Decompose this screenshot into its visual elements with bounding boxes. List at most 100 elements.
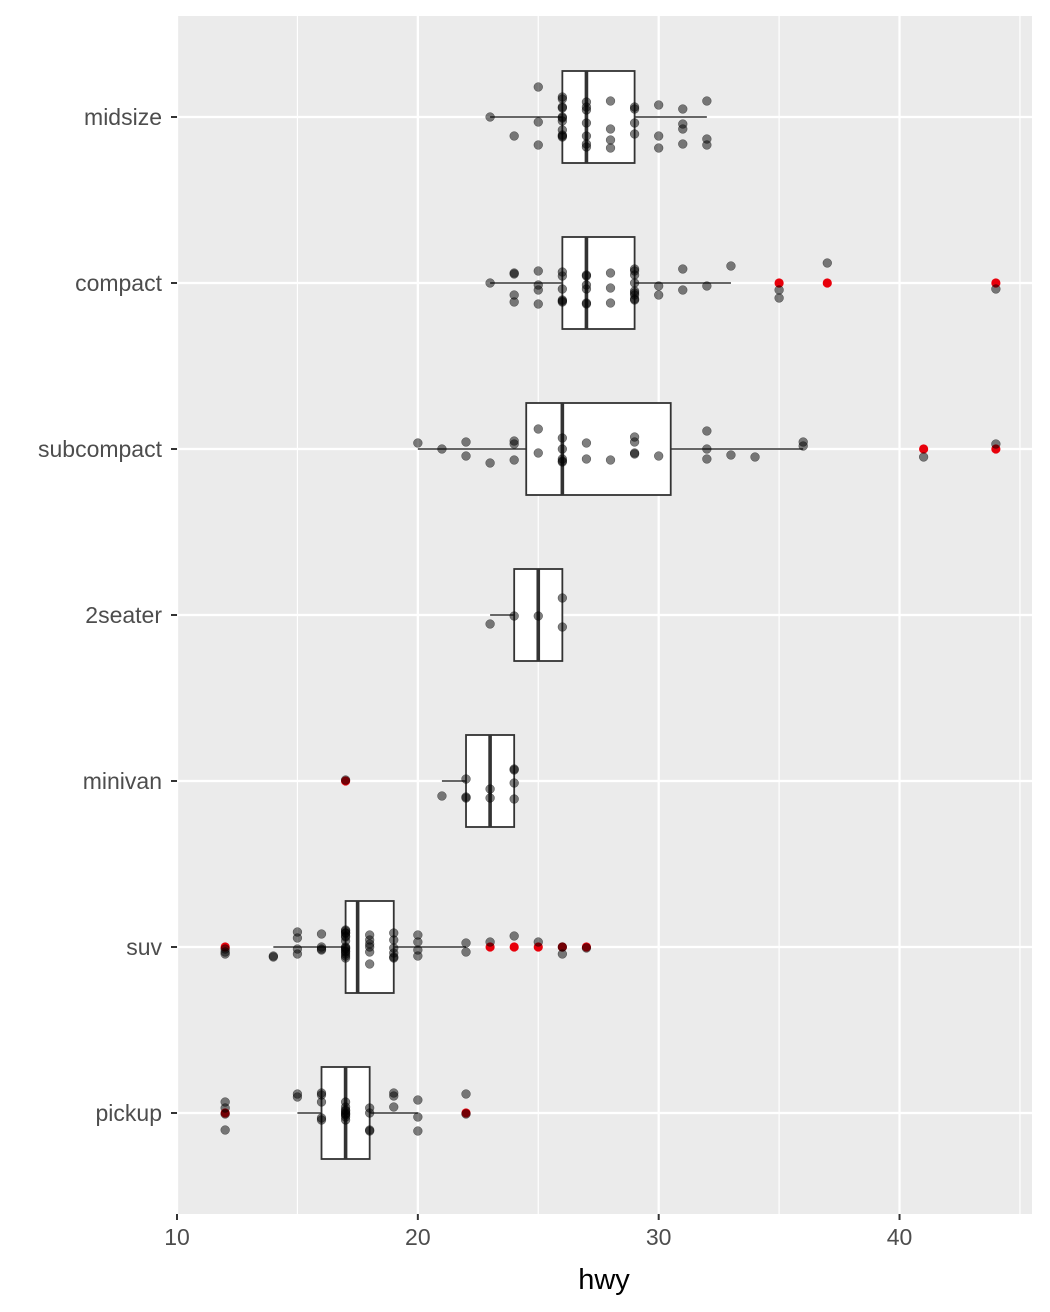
jitter-point: [533, 266, 543, 276]
jitter-point: [509, 764, 519, 774]
jitter-point: [365, 942, 375, 952]
jitter-point: [533, 937, 543, 947]
jitter-point: [413, 1126, 423, 1136]
jitter-point: [292, 1089, 303, 1099]
outlier-point: [774, 278, 784, 288]
jitter-point: [485, 793, 495, 803]
jitter-point: [533, 299, 543, 309]
jitter-point: [629, 432, 640, 442]
axes-layer: midsize compact subcompact 2seater minivan su…: [38, 104, 912, 1250]
jitter-point: [557, 132, 568, 142]
jitter-point: [629, 448, 640, 458]
jitter-point: [678, 124, 688, 134]
jitter-point: [822, 258, 832, 268]
jitter-point: [605, 268, 616, 278]
jitter-point: [557, 622, 568, 632]
jitter-point: [413, 438, 423, 448]
jitter-point: [292, 933, 303, 943]
jitter-point: [461, 792, 471, 802]
jitter-point: [533, 140, 543, 150]
jitter-point: [485, 278, 495, 288]
jitter-point: [557, 444, 568, 454]
jitter-point: [605, 96, 616, 106]
jitter-point: [557, 433, 568, 443]
jitter-point: [461, 947, 471, 957]
jitter-point: [509, 268, 519, 278]
jitter-point: [581, 105, 592, 115]
jitter-point: [316, 1113, 327, 1123]
jitter-point: [654, 100, 664, 110]
jitter-point: [991, 284, 1001, 294]
jitter-point: [774, 285, 784, 295]
jitter-point: [581, 118, 592, 128]
jitter-point: [654, 143, 664, 153]
jitter-point: [557, 103, 568, 113]
jitter-point: [605, 455, 616, 465]
jitter-point: [678, 139, 688, 149]
jitter-point: [340, 1105, 351, 1115]
jitter-point: [581, 131, 592, 141]
jitter-point: [509, 778, 519, 788]
jitter-point: [798, 437, 808, 447]
jitter-point: [557, 297, 568, 307]
jitter-point: [678, 104, 688, 114]
jitter-point: [581, 454, 592, 464]
jitter-point: [678, 264, 688, 274]
jitter-point: [509, 794, 519, 804]
x-tick-label: 20: [405, 1224, 431, 1250]
jitter-point: [726, 261, 736, 271]
jitter-point: [605, 124, 616, 134]
x-tick-label: 10: [164, 1224, 190, 1250]
jitter-point: [316, 1088, 327, 1098]
jitter-point: [461, 1109, 471, 1119]
jitter-point: [389, 1102, 399, 1112]
jitter-point: [461, 1089, 471, 1099]
jitter-point: [605, 135, 616, 145]
jitter-point: [702, 454, 712, 464]
jitter-point: [509, 297, 519, 307]
jitter-point: [461, 774, 471, 784]
jitter-point: [702, 96, 712, 106]
y-tick-label: subcompact: [38, 436, 163, 462]
outlier-point: [509, 942, 519, 952]
box-minivan: [340, 734, 516, 828]
jitter-point: [702, 444, 712, 454]
jitter-point: [461, 437, 471, 447]
jitter-point: [509, 611, 519, 621]
jitter-point: [557, 267, 568, 277]
jitter-point: [654, 290, 664, 300]
jitter-point: [389, 1088, 399, 1098]
points-layer: [220, 82, 1001, 1136]
box-subcompact: [417, 402, 1001, 496]
jitter-point: [485, 112, 495, 122]
jitter-point: [991, 439, 1001, 449]
jitter-point: [702, 426, 712, 436]
jitter-point: [365, 959, 375, 969]
jitter-point: [509, 931, 519, 941]
jitter-point: [268, 951, 278, 961]
jitter-point: [702, 281, 712, 291]
y-tick-label: compact: [75, 270, 163, 296]
jitter-point: [316, 942, 327, 952]
jitter-point: [629, 129, 640, 139]
jitter-point: [557, 942, 568, 952]
jitter-point: [340, 775, 351, 785]
jitter-point: [340, 928, 351, 938]
jitter-point: [629, 278, 640, 288]
box-iqr: [525, 402, 672, 496]
jitter-point: [581, 438, 592, 448]
jitter-point: [533, 82, 543, 92]
outlier-point: [822, 278, 832, 288]
jitter-point: [702, 140, 712, 150]
jitter-point: [581, 97, 592, 107]
jitter-point: [629, 288, 640, 298]
jitter-point: [533, 117, 543, 127]
jitter-point: [413, 945, 423, 955]
jitter-point: [629, 118, 640, 128]
y-tick-label: midsize: [84, 104, 162, 130]
jitter-point: [413, 1095, 423, 1105]
jitter-point: [340, 947, 351, 957]
jitter-point: [750, 452, 760, 462]
box-midsize: [490, 70, 707, 164]
